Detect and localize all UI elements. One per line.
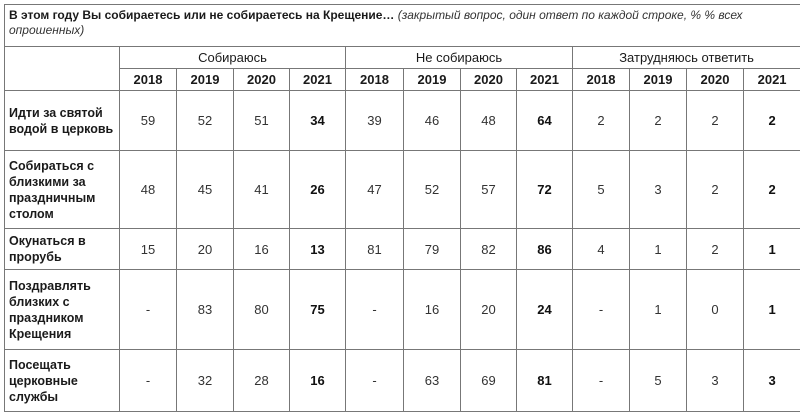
year-header: 2021	[289, 68, 346, 91]
value-cell: 64	[516, 90, 573, 151]
value-cell: 81	[345, 228, 404, 270]
value-cell: 3	[629, 150, 687, 229]
survey-table-container: В этом году Вы собираетесь или не собира…	[3, 4, 800, 412]
value-cell: 59	[119, 90, 177, 151]
value-cell: 57	[460, 150, 517, 229]
value-cell: 16	[289, 349, 346, 412]
value-cell: 4	[572, 228, 630, 270]
value-cell: 3	[742, 349, 800, 412]
year-header: 2020	[686, 68, 744, 91]
row-label: Посещать церковные службы	[4, 349, 120, 412]
value-cell: 15	[119, 228, 177, 270]
year-header-row: 2018 2019 2020 2021 2018 2019 2020 2021 2018 2019…	[5, 68, 800, 91]
table-row: Идти за святой водой в церковь 59 52 51 34 39…	[4, 90, 800, 151]
value-cell: -	[345, 269, 404, 350]
year-header: 2019	[629, 68, 687, 91]
corner-cell	[4, 46, 120, 91]
value-cell: 86	[516, 228, 573, 270]
value-cell: -	[345, 349, 404, 412]
value-cell: 20	[176, 228, 234, 270]
value-cell: 1	[742, 228, 800, 270]
value-cell: 69	[460, 349, 517, 412]
value-cell: 2	[629, 90, 687, 151]
table-row: Собираться с близкими за праздничным сто…	[4, 150, 800, 229]
value-cell: 2	[686, 90, 744, 151]
table-title: В этом году Вы собираетесь или не собира…	[3, 4, 800, 47]
value-cell: 48	[119, 150, 177, 229]
value-cell: 72	[516, 150, 573, 229]
group-header-going: Собираюсь	[119, 46, 346, 69]
value-cell: 52	[403, 150, 461, 229]
value-cell: 24	[516, 269, 573, 350]
value-cell: -	[119, 349, 177, 412]
group-header-not-going: Не собираюсь	[345, 46, 573, 69]
title-note: (закрытый вопрос, один ответ по каждой с…	[9, 8, 743, 37]
value-cell: 39	[345, 90, 404, 151]
year-header: 2018	[345, 68, 404, 91]
value-cell: 2	[686, 228, 744, 270]
table-row: Посещать церковные службы -32 28 16-63 69 81-…	[4, 349, 800, 412]
year-header: 2018	[572, 68, 630, 91]
value-cell: 2	[572, 90, 630, 151]
group-header-row: Собираюсь Не собираюсь Затрудняюсь ответ…	[4, 46, 800, 91]
value-cell: 51	[233, 90, 290, 151]
value-cell: 5	[572, 150, 630, 229]
year-header: 2021	[516, 68, 573, 91]
row-label: Собираться с близкими за праздничным сто…	[4, 150, 120, 229]
year-header: 2020	[460, 68, 517, 91]
row-label: Окунаться в прорубь	[4, 228, 120, 270]
value-cell: -	[572, 269, 630, 350]
value-cell: 32	[176, 349, 234, 412]
group-header-undecided: Затрудняюсь ответить	[571, 46, 800, 69]
value-cell: 45	[176, 150, 234, 229]
value-cell: 2	[742, 90, 800, 151]
value-cell: -	[119, 269, 177, 350]
value-cell: 16	[233, 228, 290, 270]
value-cell: 34	[289, 90, 346, 151]
table-row: Окунаться в прорубь 15 20 16 13 81 79 82 86 4 1 2 1	[4, 228, 800, 270]
value-cell: 26	[289, 150, 346, 229]
value-cell: 41	[233, 150, 290, 229]
value-cell: 20	[460, 269, 517, 350]
year-header: 2018	[119, 68, 177, 91]
value-cell: 13	[289, 228, 346, 270]
value-cell: 0	[686, 269, 744, 350]
value-cell: 82	[460, 228, 517, 270]
value-cell: 75	[289, 269, 346, 350]
value-cell: 2	[742, 150, 800, 229]
year-header: 2021	[742, 68, 800, 91]
value-cell: 1	[629, 269, 687, 350]
value-cell: 47	[345, 150, 404, 229]
value-cell: 48	[460, 90, 517, 151]
value-cell: 83	[176, 269, 234, 350]
value-cell: 79	[403, 228, 461, 270]
value-cell: 1	[629, 228, 687, 270]
value-cell: 63	[403, 349, 461, 412]
value-cell: 1	[742, 269, 800, 350]
table-row: Поздравлять близких с праздником Крещени…	[4, 269, 800, 350]
value-cell: 16	[403, 269, 461, 350]
value-cell: 5	[629, 349, 687, 412]
year-header: 2019	[403, 68, 461, 91]
value-cell: 80	[233, 269, 290, 350]
title-question: В этом году Вы собираетесь или не собира…	[9, 8, 395, 22]
value-cell: 28	[233, 349, 290, 412]
value-cell: 2	[686, 150, 744, 229]
row-label: Поздравлять близких с праздником Крещени…	[4, 269, 120, 350]
value-cell: 46	[403, 90, 461, 151]
value-cell: -	[572, 349, 630, 412]
value-cell: 52	[176, 90, 234, 151]
year-header: 2020	[233, 68, 290, 91]
row-label: Идти за святой водой в церковь	[4, 90, 120, 151]
year-header: 2019	[176, 68, 234, 91]
table-body: Идти за святой водой в церковь 59 52 51 34 39…	[4, 90, 800, 412]
survey-table: В этом году Вы собираетесь или не собира…	[3, 4, 800, 412]
value-cell: 81	[516, 349, 573, 412]
title-row: В этом году Вы собираетесь или не собира…	[3, 4, 800, 47]
value-cell: 3	[686, 349, 744, 412]
